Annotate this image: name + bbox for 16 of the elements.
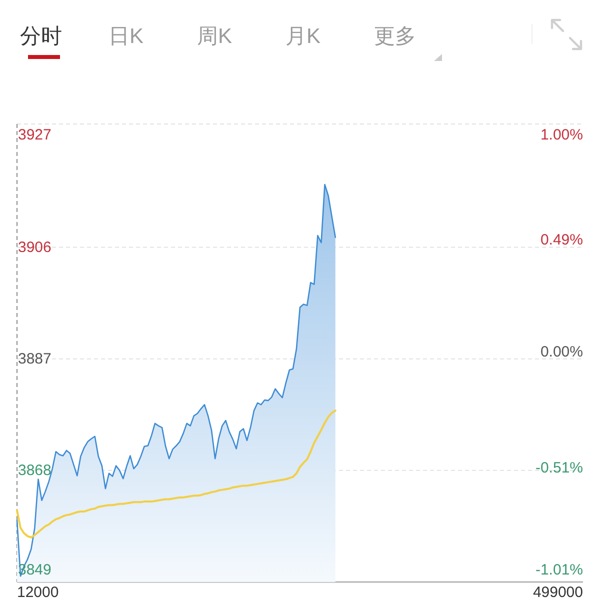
y-tick-label: 3927: [18, 126, 52, 144]
y-tick-label: 3906: [18, 238, 52, 256]
y2-tick-label: -1.01%: [535, 562, 583, 578]
y2-tick-label: 0.49%: [540, 232, 583, 249]
y-tick-label: 3868: [18, 462, 52, 479]
text: 12000: [17, 584, 59, 600]
y2-tick-label: -0.51%: [535, 460, 583, 477]
text: 周K: [197, 25, 232, 48]
y2-tick-label: 1.00%: [540, 126, 583, 144]
text: 月K: [286, 25, 321, 48]
text: 更多: [374, 25, 416, 48]
y2-tick-label: 0.00%: [540, 343, 583, 360]
text: 分时: [20, 25, 62, 48]
text: 日K: [108, 25, 144, 48]
text: 499000: [532, 584, 583, 600]
y-tick-label: 3887: [18, 350, 52, 368]
